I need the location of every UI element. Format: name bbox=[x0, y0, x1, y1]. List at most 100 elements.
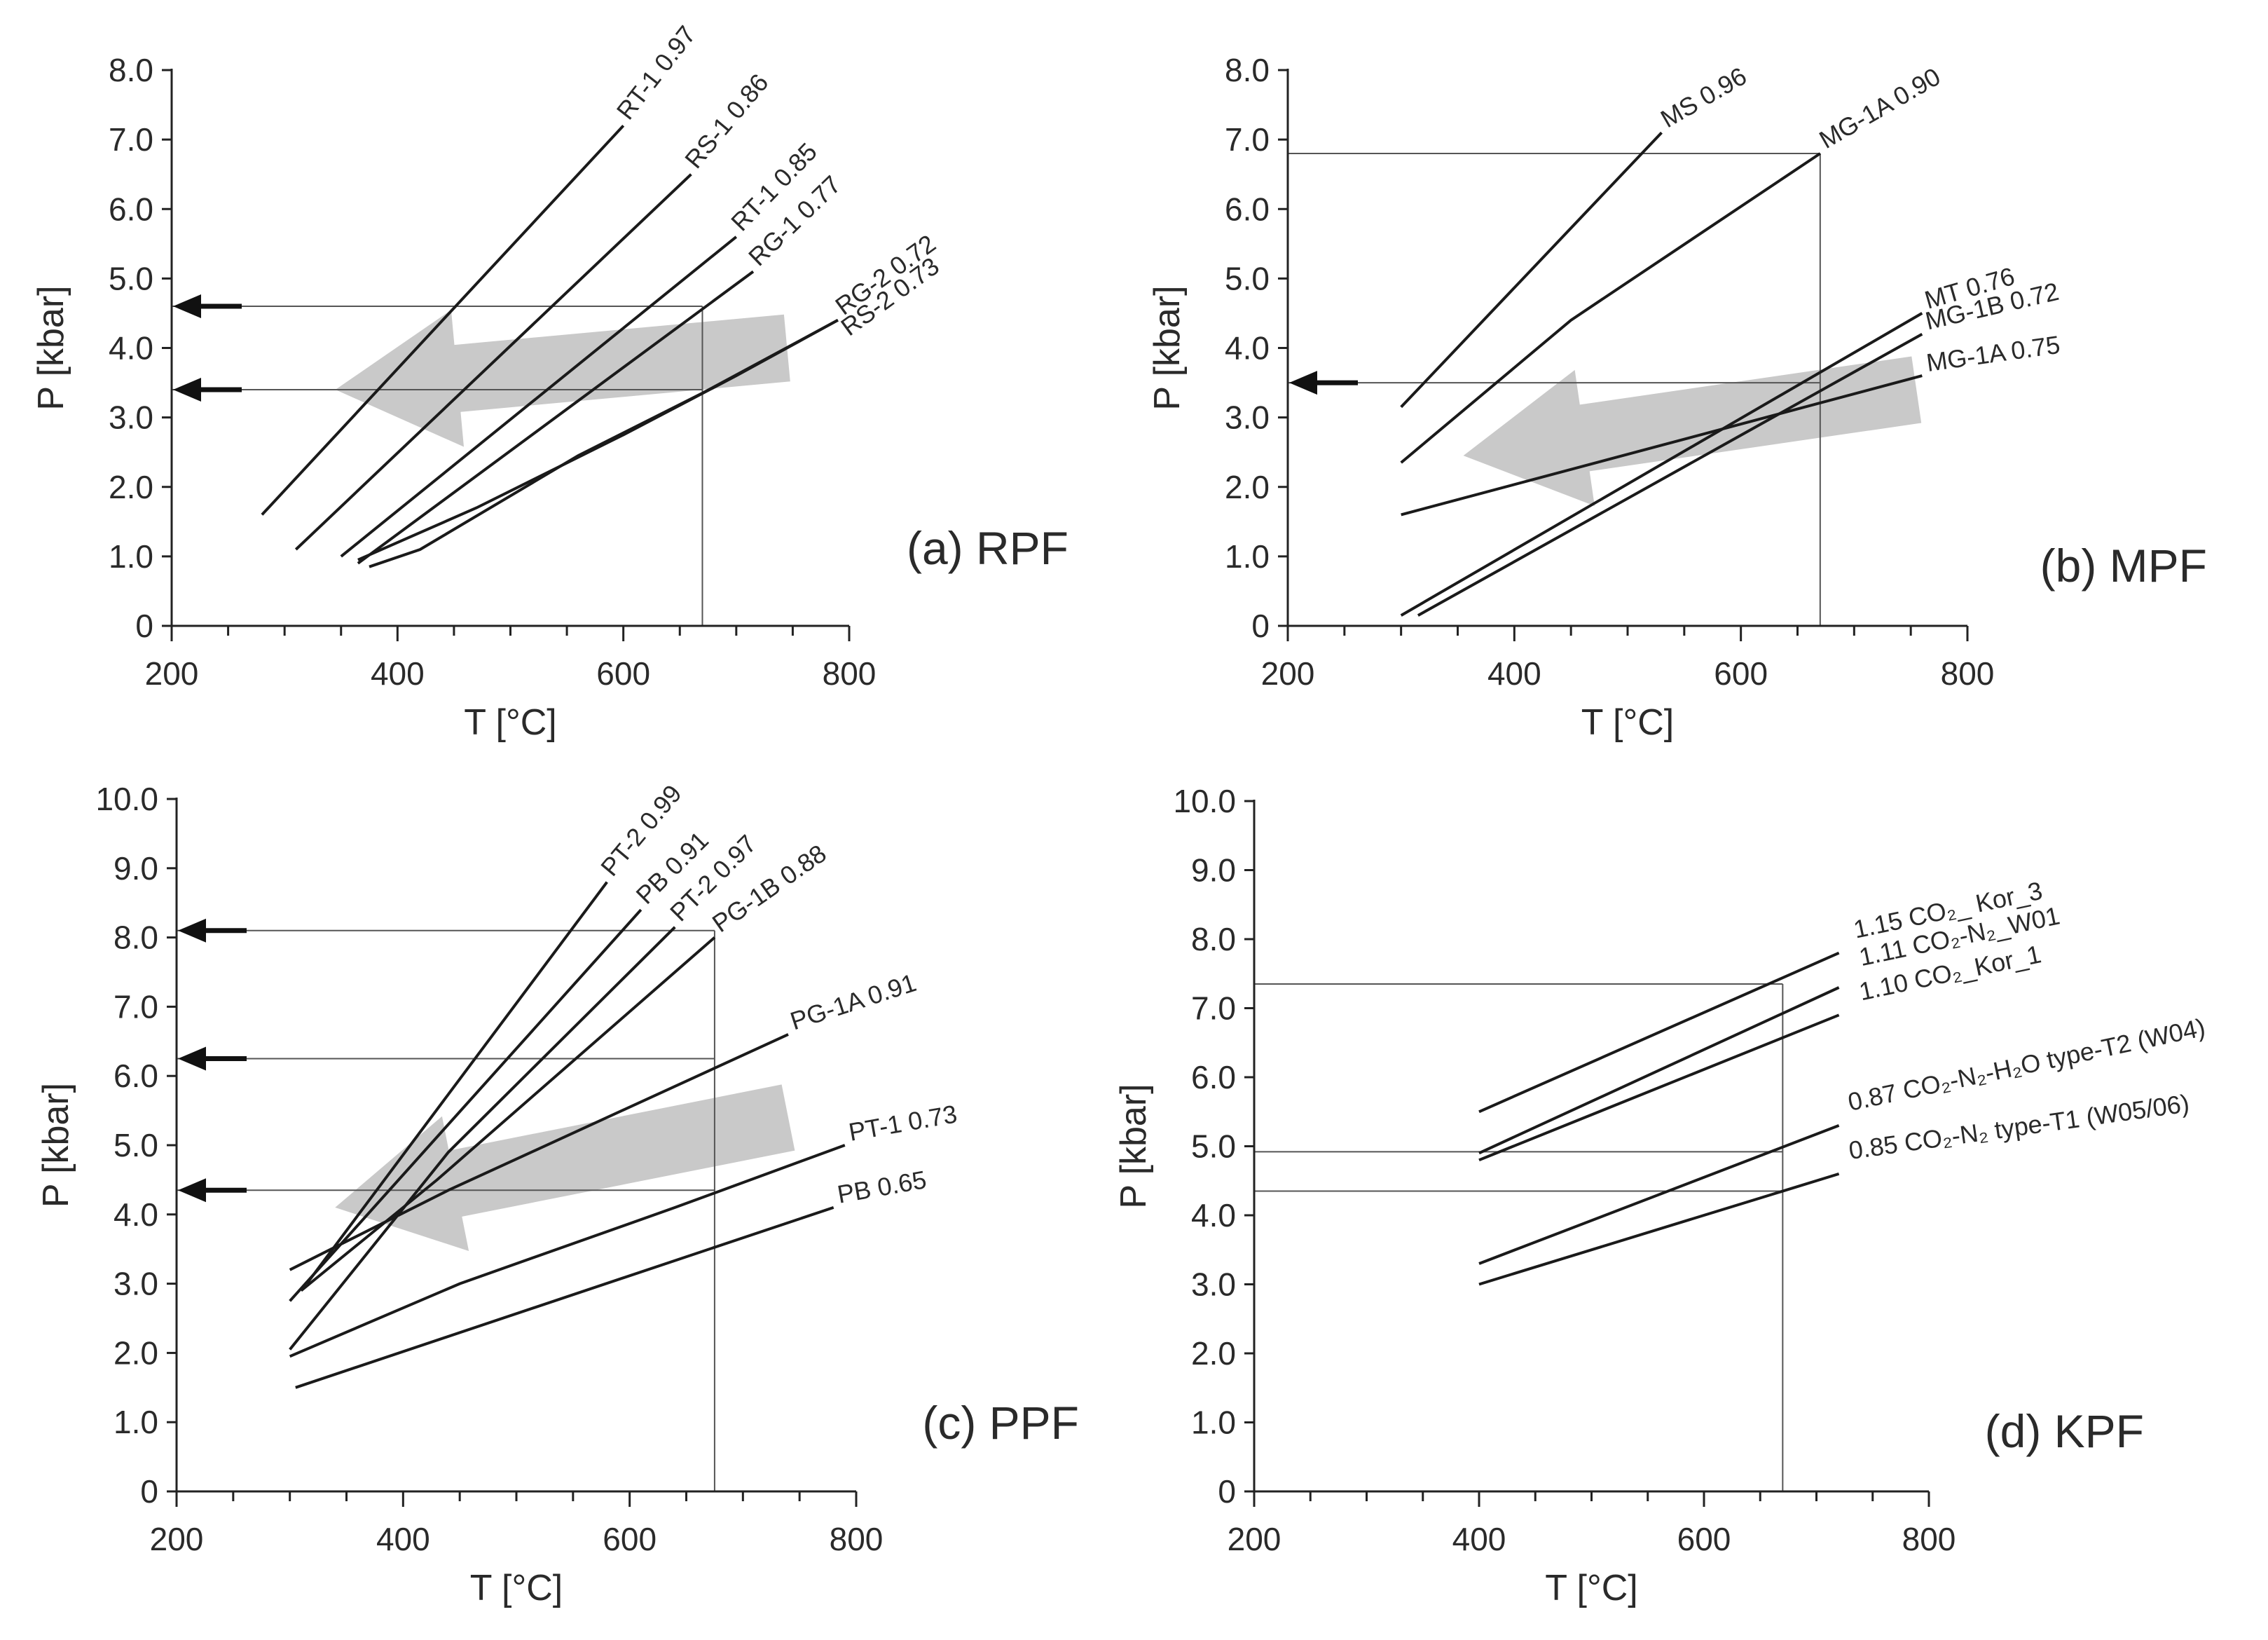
y-tick-label: 4.0 bbox=[114, 1196, 158, 1233]
y-tick-label: 2.0 bbox=[114, 1334, 158, 1371]
x-tick-label: 800 bbox=[823, 655, 877, 692]
y-axis-label: P [kbar] bbox=[31, 285, 71, 410]
x-tick-label: 600 bbox=[1714, 655, 1768, 692]
isochore-line bbox=[357, 319, 839, 561]
y-tick-label: 9.0 bbox=[1191, 852, 1236, 889]
y-tick-label: 0 bbox=[1218, 1473, 1236, 1510]
y-tick-label: 3.0 bbox=[109, 399, 153, 436]
isochore-line bbox=[1478, 1124, 1840, 1265]
x-axis-label: T [°C] bbox=[1545, 1568, 1638, 1608]
x-axis-label: T [°C] bbox=[1581, 702, 1675, 743]
isochore-label: PB 0.65 bbox=[835, 1165, 928, 1209]
isochore-line bbox=[357, 270, 755, 565]
y-tick-label: 3.0 bbox=[1225, 399, 1270, 436]
y-tick-label: 3.0 bbox=[114, 1266, 158, 1302]
isochore-label: RS-1 0.86 bbox=[679, 68, 774, 174]
isochore-label: PG-1A 0.91 bbox=[787, 968, 920, 1036]
y-tick-label: 0 bbox=[135, 608, 153, 644]
y-tick-label: 6.0 bbox=[114, 1058, 158, 1094]
isochore-line bbox=[305, 881, 608, 1285]
y-tick-label: 5.0 bbox=[1191, 1128, 1236, 1165]
trend-arrow bbox=[1463, 356, 1922, 506]
isochore-line bbox=[289, 1144, 846, 1358]
y-tick-label: 0 bbox=[140, 1473, 158, 1510]
pressure-arrow-head bbox=[178, 1178, 206, 1203]
panel-label: (c) PPF bbox=[922, 1397, 1079, 1449]
y-tick-label: 7.0 bbox=[114, 988, 158, 1025]
isochore-line bbox=[1400, 152, 1821, 464]
isochore-label: PT-1 0.73 bbox=[846, 1099, 959, 1146]
x-tick-label: 200 bbox=[145, 655, 199, 692]
x-tick-label: 400 bbox=[376, 1521, 430, 1557]
y-tick-label: 7.0 bbox=[1191, 990, 1236, 1027]
isochore-line bbox=[1478, 986, 1840, 1155]
isochore-line bbox=[289, 926, 676, 1351]
y-tick-label: 1.0 bbox=[114, 1404, 158, 1440]
isochore-line bbox=[1478, 951, 1840, 1114]
y-tick-label: 7.0 bbox=[1225, 121, 1270, 158]
isochore-line bbox=[1417, 332, 1923, 617]
pressure-arrow-head bbox=[178, 918, 206, 943]
x-tick-label: 800 bbox=[1941, 655, 1995, 692]
y-tick-label: 10.0 bbox=[1173, 783, 1236, 819]
x-tick-label: 400 bbox=[371, 655, 425, 692]
y-tick-label: 6.0 bbox=[1225, 191, 1270, 227]
y-tick-label: 9.0 bbox=[114, 850, 158, 887]
isochore-line bbox=[340, 235, 738, 558]
x-tick-label: 400 bbox=[1452, 1521, 1506, 1557]
isochore-line bbox=[300, 936, 716, 1292]
panel-label: (b) MPF bbox=[2040, 540, 2207, 592]
panel-label: (a) RPF bbox=[907, 522, 1068, 574]
y-tick-label: 10.0 bbox=[95, 781, 158, 817]
y-tick-label: 5.0 bbox=[1225, 260, 1270, 296]
pressure-arrow-head bbox=[178, 1046, 206, 1071]
y-tick-label: 8.0 bbox=[109, 52, 153, 88]
isochore-line bbox=[1400, 312, 1923, 617]
x-tick-label: 600 bbox=[603, 1521, 657, 1557]
isochore-label: RT-1 0.97 bbox=[611, 20, 701, 125]
x-tick-label: 200 bbox=[150, 1521, 204, 1557]
y-tick-label: 6.0 bbox=[1191, 1059, 1236, 1095]
y-tick-label: 6.0 bbox=[109, 191, 153, 227]
y-tick-label: 8.0 bbox=[1191, 921, 1236, 957]
y-axis-label: P [kbar] bbox=[36, 1083, 76, 1208]
isochore-line bbox=[1401, 374, 1923, 517]
y-tick-label: 5.0 bbox=[114, 1127, 158, 1163]
y-tick-label: 3.0 bbox=[1191, 1266, 1236, 1303]
isochore-line bbox=[261, 124, 625, 516]
y-tick-label: 2.0 bbox=[109, 469, 153, 505]
y-tick-label: 4.0 bbox=[109, 330, 153, 367]
isochore-label: MG-1A 0.75 bbox=[1925, 330, 2062, 377]
y-tick-label: 8.0 bbox=[1225, 52, 1270, 88]
isochore-line bbox=[289, 908, 642, 1302]
x-tick-label: 600 bbox=[596, 655, 650, 692]
x-tick-label: 200 bbox=[1261, 655, 1315, 692]
y-axis-label: P [kbar] bbox=[1147, 285, 1188, 410]
y-tick-label: 4.0 bbox=[1225, 330, 1270, 367]
pressure-arrow-head bbox=[1289, 371, 1317, 395]
pressure-arrow-head bbox=[173, 377, 201, 402]
x-tick-label: 200 bbox=[1228, 1521, 1281, 1557]
isochore-label: MS 0.96 bbox=[1656, 62, 1752, 134]
trend-arrow bbox=[335, 1084, 795, 1251]
y-tick-label: 2.0 bbox=[1191, 1335, 1236, 1372]
isochore-label: MG-1A 0.90 bbox=[1814, 62, 1945, 154]
y-tick-label: 0 bbox=[1251, 608, 1270, 644]
y-tick-label: 4.0 bbox=[1191, 1197, 1236, 1234]
y-tick-label: 1.0 bbox=[109, 538, 153, 575]
pressure-arrow-head bbox=[173, 294, 201, 319]
x-tick-label: 800 bbox=[1902, 1521, 1956, 1557]
x-axis-label: T [°C] bbox=[464, 702, 557, 743]
x-tick-label: 800 bbox=[830, 1521, 884, 1557]
y-tick-label: 2.0 bbox=[1225, 469, 1270, 505]
x-tick-label: 600 bbox=[1677, 1521, 1731, 1557]
isochore-line bbox=[295, 1206, 834, 1389]
isochore-line bbox=[1478, 1013, 1840, 1162]
isochore-line bbox=[289, 1033, 789, 1271]
